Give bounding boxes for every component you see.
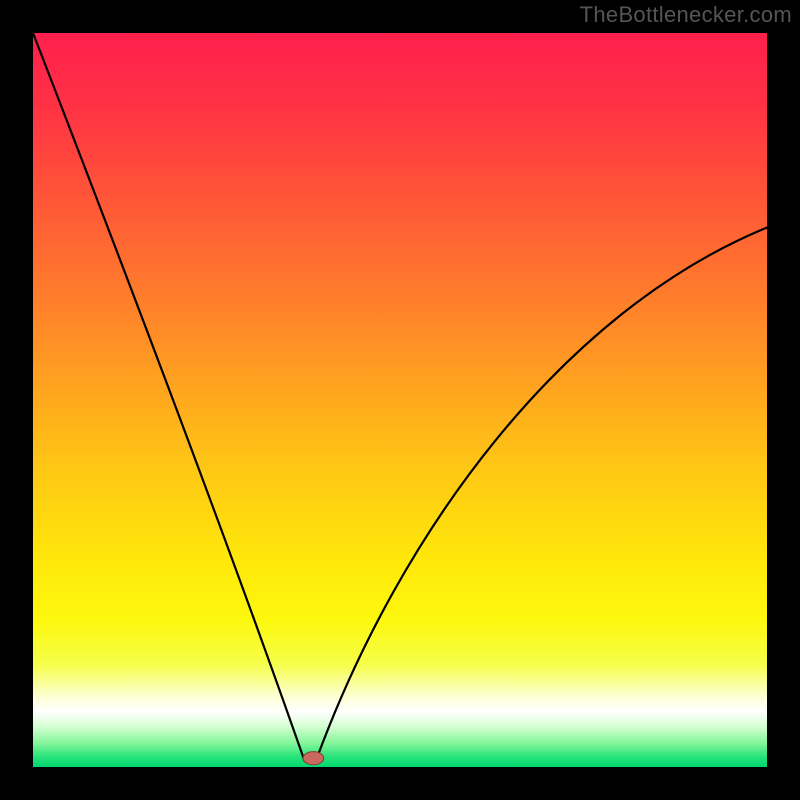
gradient-background [33, 33, 767, 767]
bottleneck-min-marker [303, 752, 324, 765]
watermark-text: TheBottlenecker.com [580, 2, 792, 28]
chart-stage: TheBottlenecker.com [0, 0, 800, 800]
bottleneck-chart [0, 0, 800, 800]
